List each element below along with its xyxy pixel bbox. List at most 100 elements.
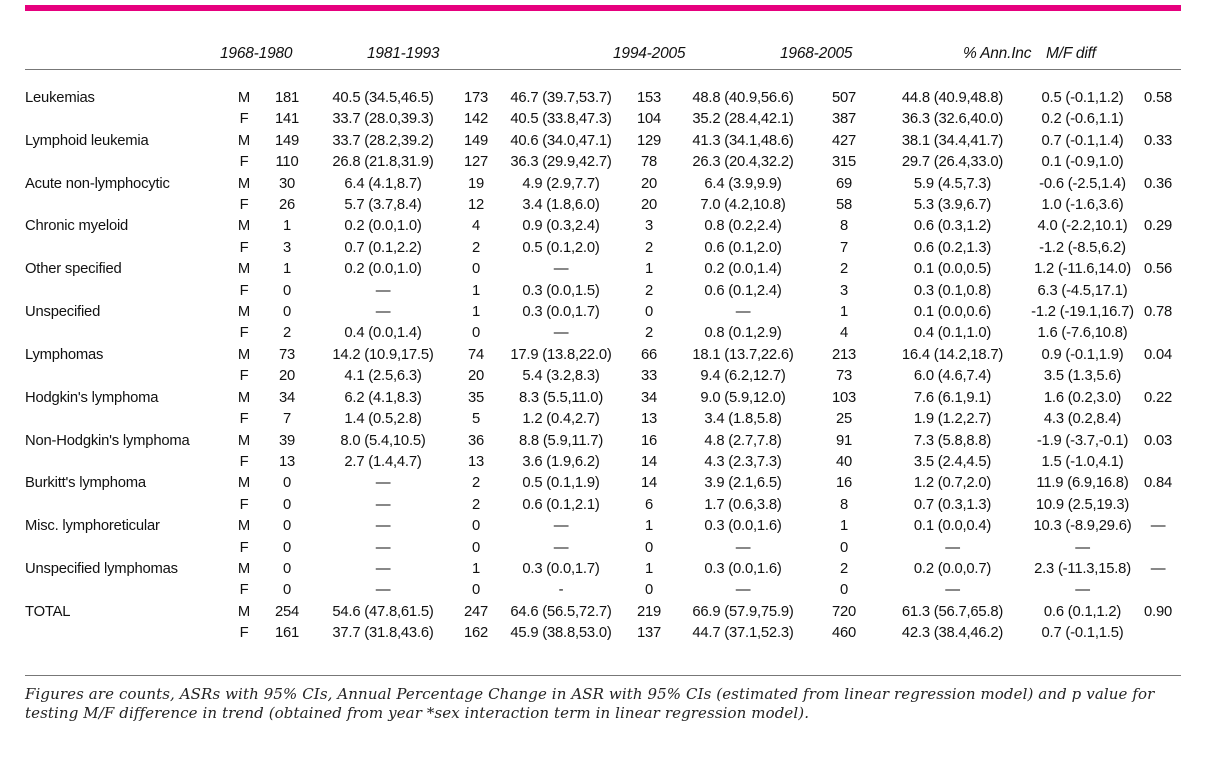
count-1994-2005: 33 (640, 368, 658, 385)
annual-increase: 0.9 (-0.1,1.9) (1041, 346, 1124, 363)
asr-1981-1993: 64.6 (56.5,72.7) (510, 603, 612, 620)
mf-diff-pvalue (1135, 623, 1181, 644)
count-1994-2005: 16 (640, 432, 658, 449)
count-1981-1993: 0 (471, 539, 481, 556)
incidence-table: Leukemias M 181 40.5 (34.5,46.5) 173 46.7 (39… (25, 88, 1181, 645)
count-1968-2005: 427 (831, 132, 857, 149)
asr-1981-1993: — (553, 261, 569, 278)
count-1968-1980: 34 (278, 389, 296, 406)
diagnosis-label (25, 538, 225, 559)
asr-1981-1993: — (553, 539, 569, 556)
mf-diff-pvalue: 0.58 (1144, 90, 1172, 106)
diagnosis-label: Lymphomas (25, 346, 104, 363)
asr-1981-1993: 0.3 (0.0,1.7) (522, 304, 600, 321)
diagnosis-label (25, 580, 225, 601)
annual-increase: 0.6 (0.1,1.2) (1043, 603, 1122, 620)
diagnosis-label: Chronic myeloid (25, 218, 129, 235)
sex-label: M (237, 603, 251, 620)
count-1981-1993: 0 (471, 518, 481, 535)
count-1968-1980: 2 (282, 325, 292, 342)
mf-diff-pvalue: 0.36 (1144, 175, 1172, 192)
asr-1968-2005: 0.6 (0.3,1.2) (913, 218, 992, 235)
asr-1981-1993: 17.9 (13.8,22.0) (510, 346, 612, 363)
count-1994-2005: 0 (644, 539, 654, 556)
annual-increase: 1.2 (-11.6,14.0) (1034, 261, 1131, 278)
diagnosis-label: Leukemias (25, 90, 95, 106)
period-header-1968-1980: 1968-1980 (220, 45, 293, 62)
table-row: F 26 5.7 (3.7,8.4) 12 3.4 (1.8,6.0) 20 7.0 (4.… (25, 195, 1181, 216)
table-row: TOTAL M 254 54.6 (47.8,61.5) 247 64.6 (56.5,7… (25, 602, 1181, 623)
count-1968-2005: 2 (839, 560, 849, 577)
count-1994-2005: 14 (640, 453, 658, 470)
count-1994-2005: 0 (644, 582, 654, 599)
asr-1968-1980: — (375, 518, 391, 535)
diagnosis-label: Acute non-lymphocytic (25, 175, 170, 192)
sex-label: F (239, 282, 249, 299)
asr-1968-1980: 40.5 (34.5,46.5) (332, 90, 434, 106)
asr-1968-1980: 26.8 (21.8,31.9) (332, 154, 434, 171)
count-1968-1980: 0 (282, 282, 292, 299)
asr-1981-1993: 0.5 (0.1,1.9) (522, 475, 600, 492)
asr-1994-2005: 3.9 (2.1,6.5) (704, 475, 782, 492)
asr-1981-1993: - (558, 582, 564, 599)
sex-label: M (237, 432, 251, 449)
asr-1994-2005: 0.8 (0.2,2.4) (704, 218, 782, 235)
asr-1968-1980: 33.7 (28.2,39.2) (332, 132, 434, 149)
asr-1968-2005: — (945, 582, 960, 599)
sex-label: M (237, 261, 251, 278)
asr-1968-1980: — (375, 282, 391, 299)
annual-increase: 4.3 (0.2,8.4) (1043, 411, 1122, 428)
asr-1968-1980: 33.7 (28.0,39.3) (332, 111, 434, 128)
count-1981-1993: 36 (467, 432, 485, 449)
asr-1968-2005: 1.9 (1.2,2.7) (913, 411, 992, 428)
annual-increase: 4.0 (-2.2,10.1) (1037, 218, 1128, 235)
count-1968-1980: 1 (282, 218, 292, 235)
asr-1981-1993: 5.4 (3.2,8.3) (522, 368, 600, 385)
count-1968-1980: 0 (282, 560, 292, 577)
diagnosis-label: Burkitt's lymphoma (25, 475, 146, 492)
mf-diff-pvalue: — (1150, 560, 1166, 577)
asr-1968-1980: 0.7 (0.1,2.2) (344, 239, 422, 256)
asr-1994-2005: 1.7 (0.6,3.8) (704, 496, 782, 513)
count-1994-2005: 66 (640, 346, 658, 363)
count-1968-2005: 7 (839, 239, 849, 256)
annual-increase: 3.5 (1.3,5.6) (1043, 368, 1122, 385)
sex-label: M (237, 132, 251, 149)
diagnosis-label: Non-Hodgkin's lymphoma (25, 432, 190, 449)
count-1968-1980: 20 (278, 368, 296, 385)
count-1994-2005: 14 (640, 475, 658, 492)
asr-1968-1980: 6.4 (4.1,8.7) (344, 175, 422, 192)
sex-label: F (239, 582, 249, 599)
count-1968-2005: 58 (835, 197, 853, 214)
asr-1968-1980: 54.6 (47.8,61.5) (332, 603, 434, 620)
asr-1968-2005: 6.0 (4.6,7.4) (913, 368, 992, 385)
count-1968-2005: 507 (831, 90, 857, 106)
asr-1994-2005: 0.3 (0.0,1.6) (704, 518, 782, 535)
diagnosis-label (25, 409, 225, 430)
count-1994-2005: 20 (640, 197, 658, 214)
sex-label: F (239, 154, 249, 171)
annual-increase: 6.3 (-4.5,17.1) (1037, 282, 1128, 299)
asr-1968-1980: 6.2 (4.1,8.3) (344, 389, 422, 406)
count-1981-1993: 127 (463, 154, 489, 171)
sex-label: M (237, 90, 251, 106)
sex-label: M (237, 304, 251, 321)
table-row: Acute non-lymphocytic M 30 6.4 (4.1,8.7) 19 4… (25, 174, 1181, 195)
count-1981-1993: 0 (471, 325, 481, 342)
asr-1981-1993: 8.3 (5.5,11.0) (518, 389, 604, 406)
asr-1968-1980: 0.2 (0.0,1.0) (344, 218, 422, 235)
asr-1968-1980: 0.4 (0.0,1.4) (344, 325, 422, 342)
count-1968-2005: 103 (831, 389, 857, 406)
asr-1968-2005: 0.7 (0.3,1.3) (913, 496, 992, 513)
annual-increase: 0.2 (-0.6,1.1) (1041, 111, 1124, 128)
mf-diff-pvalue: 0.90 (1144, 603, 1172, 620)
asr-1968-2005: — (945, 539, 960, 556)
table-row: F 110 26.8 (21.8,31.9) 127 36.3 (29.9,42.7) 7… (25, 152, 1181, 173)
sex-label: M (237, 175, 251, 192)
count-1981-1993: 0 (471, 261, 481, 278)
count-1968-1980: 161 (274, 625, 300, 642)
count-1981-1993: 35 (467, 389, 485, 406)
count-1981-1993: 173 (463, 90, 489, 106)
count-1994-2005: 1 (644, 261, 654, 278)
table-row: F 2 0.4 (0.0,1.4) 0 — 2 0.8 (0.1,2.9) 4 0.4 (0.1… (25, 323, 1181, 344)
